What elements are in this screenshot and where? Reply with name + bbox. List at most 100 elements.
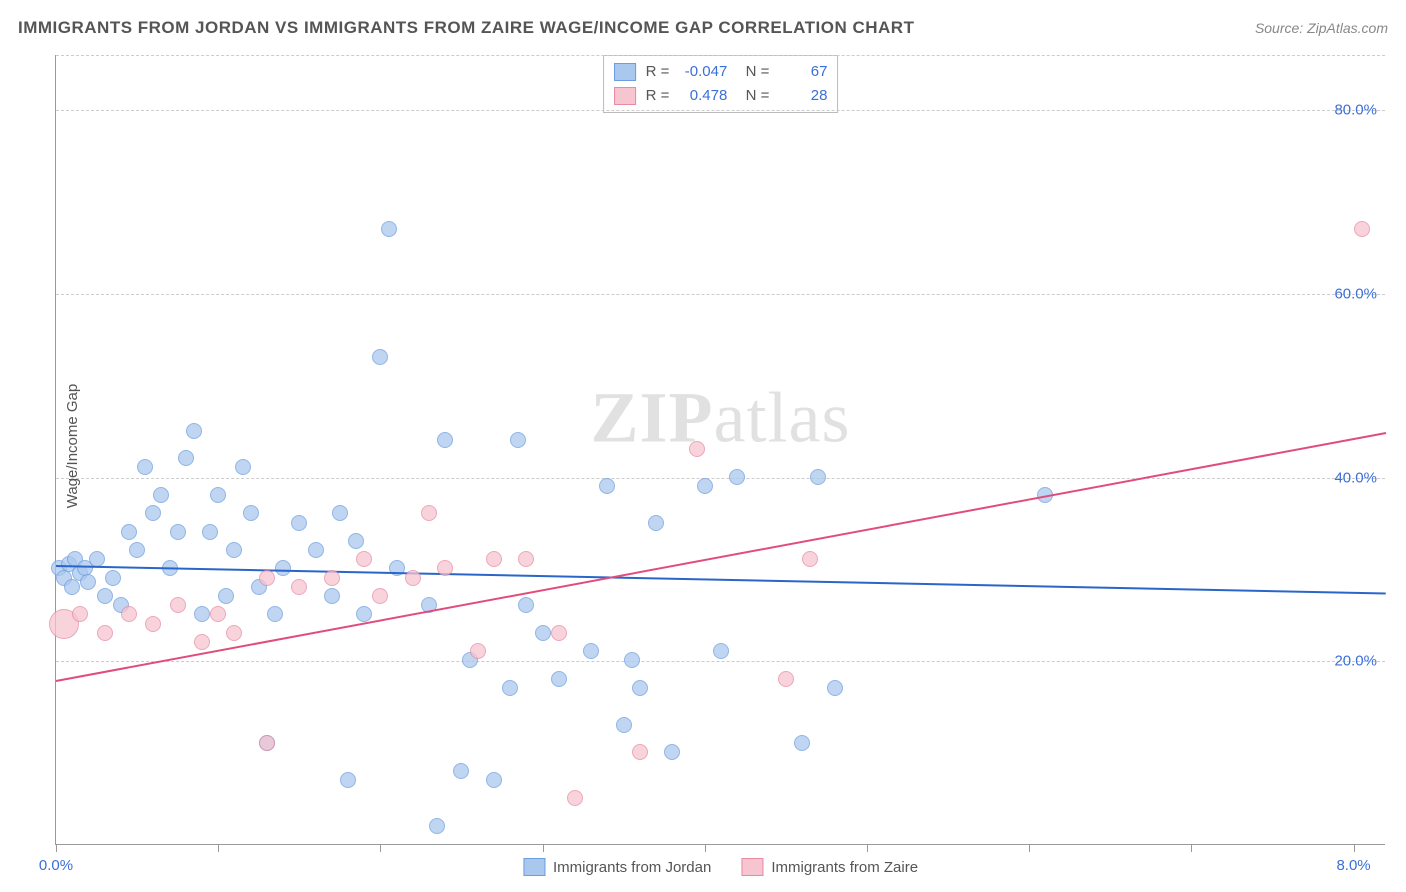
data-point [648,515,664,531]
legend-swatch [614,63,636,81]
data-point [429,818,445,834]
data-point [632,744,648,760]
data-point [105,570,121,586]
gridline [56,55,1385,56]
stats-label: R = [646,84,670,108]
legend-label: Immigrants from Zaire [771,859,918,876]
data-point [689,441,705,457]
data-point [624,652,640,668]
x-tick [1191,844,1192,852]
legend-item: Immigrants from Zaire [741,858,918,876]
data-point [218,588,234,604]
data-point [194,634,210,650]
data-point [510,432,526,448]
stats-label: R = [646,60,670,84]
data-point [697,478,713,494]
data-point [1354,221,1370,237]
stats-value: 28 [775,84,827,108]
data-point [518,551,534,567]
chart-title: IMMIGRANTS FROM JORDAN VS IMMIGRANTS FRO… [18,18,914,38]
data-point [243,505,259,521]
data-point [437,432,453,448]
data-point [72,606,88,622]
data-point [583,643,599,659]
data-point [80,574,96,590]
data-point [226,625,242,641]
data-point [324,570,340,586]
y-tick-label: 40.0% [1334,469,1377,486]
legend-swatch [741,858,763,876]
data-point [97,625,113,641]
legend-label: Immigrants from Jordan [553,859,711,876]
data-point [535,625,551,641]
stats-label: N = [737,84,769,108]
data-point [226,542,242,558]
data-point [616,717,632,733]
data-point [186,423,202,439]
data-point [827,680,843,696]
y-tick-label: 80.0% [1334,102,1377,119]
data-point [356,551,372,567]
data-point [259,570,275,586]
x-tick [56,844,57,852]
data-point [551,671,567,687]
data-point [802,551,818,567]
data-point [64,579,80,595]
watermark: ZIPatlas [591,376,851,459]
data-point [121,524,137,540]
data-point [291,579,307,595]
data-point [518,597,534,613]
gridline [56,661,1385,662]
data-point [437,560,453,576]
data-point [235,459,251,475]
data-point [129,542,145,558]
legend-item: Immigrants from Jordan [523,858,711,876]
data-point [97,588,113,604]
data-point [210,487,226,503]
x-tick [380,844,381,852]
data-point [308,542,324,558]
gridline [56,294,1385,295]
y-tick-label: 60.0% [1334,285,1377,302]
data-point [170,524,186,540]
stats-row: R =0.478 N =28 [614,84,828,108]
data-point [794,735,810,751]
data-point [405,570,421,586]
data-point [340,772,356,788]
data-point [381,221,397,237]
stats-value: 67 [775,60,827,84]
stats-value: 0.478 [675,84,727,108]
data-point [145,505,161,521]
bottom-legend: Immigrants from Jordan Immigrants from Za… [523,858,918,876]
x-tick-label: 0.0% [39,857,73,874]
data-point [502,680,518,696]
legend-swatch [614,87,636,105]
data-point [291,515,307,531]
gridline [56,478,1385,479]
data-point [567,790,583,806]
data-point [421,505,437,521]
data-point [332,505,348,521]
data-point [356,606,372,622]
data-point [372,588,388,604]
x-tick [1029,844,1030,852]
data-point [632,680,648,696]
data-point [372,349,388,365]
data-point [470,643,486,659]
source-label: Source: ZipAtlas.com [1255,20,1388,36]
data-point [121,606,137,622]
data-point [348,533,364,549]
x-tick [218,844,219,852]
x-tick [867,844,868,852]
data-point [259,735,275,751]
data-point [178,450,194,466]
data-point [194,606,210,622]
stats-box: R =-0.047 N =67R =0.478 N =28 [603,55,839,113]
x-tick [543,844,544,852]
data-point [486,551,502,567]
gridline [56,110,1385,111]
y-tick-label: 20.0% [1334,653,1377,670]
data-point [810,469,826,485]
data-point [599,478,615,494]
data-point [275,560,291,576]
